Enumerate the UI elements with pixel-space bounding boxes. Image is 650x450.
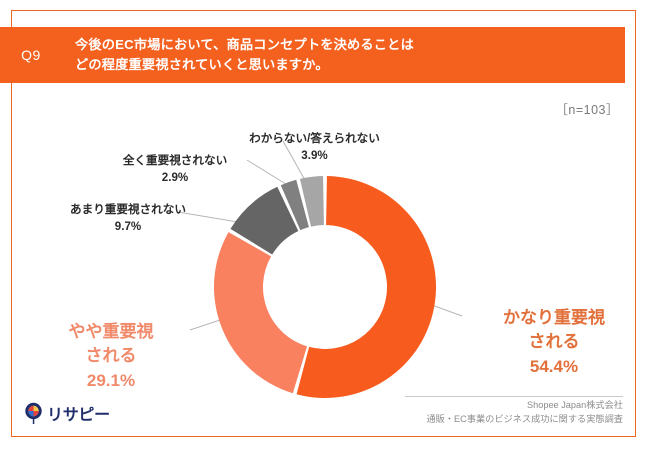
donut-segments — [214, 176, 436, 398]
label-dontknow-name: わからない/答えられない — [249, 132, 380, 146]
logo-text: リサピー — [47, 407, 110, 424]
label-notatall: 全く重要視されない 2.9% — [95, 137, 255, 203]
label-very-value: 54.4% — [529, 356, 579, 376]
question-banner: 今後のEC市場において、商品コンセプトを決めることは どの程度重要視されていくと… — [55, 27, 625, 83]
map-pin-pie-icon — [25, 402, 42, 424]
footer-credit: Shopee Japan株式会社 通販・EC事業のビジネス成功に関する実態調査 — [426, 400, 623, 424]
label-notmuch-value: 9.7% — [114, 219, 142, 233]
question-number-badge: Q9 — [0, 27, 62, 83]
donut-segment — [230, 186, 299, 255]
label-notatall-name: 全く重要視されない — [122, 154, 228, 168]
label-dontknow: わからない/答えられない 3.9% — [232, 115, 397, 181]
label-notatall-value: 2.9% — [161, 170, 189, 184]
label-somewhat: やや重要視 される 29.1% — [35, 295, 187, 418]
label-somewhat-value: 29.1% — [86, 370, 136, 390]
label-very: かなり重要視 される 54.4% — [478, 281, 630, 404]
label-dontknow-value: 3.9% — [301, 148, 328, 162]
sample-size-label: ［n=103］ — [555, 103, 619, 117]
label-very-name: かなり重要視 される — [503, 307, 605, 352]
label-notmuch: あまり重要視されない 9.7% — [48, 186, 208, 252]
donut-segment — [280, 179, 309, 231]
donut-segment — [299, 176, 324, 227]
question-text: 今後のEC市場において、商品コンセプトを決めることは どの程度重要視されていくと… — [75, 36, 414, 72]
label-notmuch-name: あまり重要視されない — [70, 203, 186, 217]
donut-segment — [296, 176, 436, 398]
footer-divider — [405, 396, 623, 397]
label-somewhat-name: やや重要視 される — [68, 321, 154, 366]
logo: リサピー — [24, 401, 110, 425]
donut-segment — [214, 232, 308, 394]
